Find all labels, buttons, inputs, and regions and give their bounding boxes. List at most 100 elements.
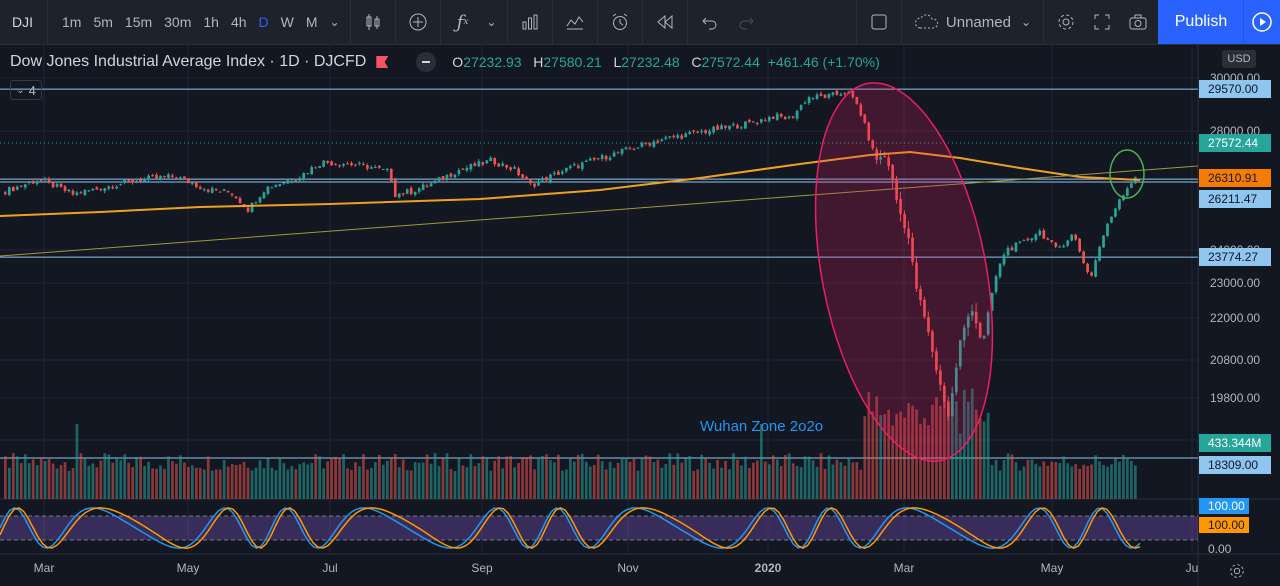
interval-d[interactable]: D [258,14,269,30]
layout-square-icon[interactable] [861,0,897,44]
interval-dropdown-icon[interactable]: ⌄ [329,15,340,29]
volume-bar [202,469,206,499]
volume-bar [230,464,234,499]
candle-body [588,158,592,161]
candle-body [732,124,735,126]
candle-body [1006,247,1010,256]
divider [596,0,598,44]
candle-body [994,276,998,292]
divider [349,0,351,44]
volume-bar [1054,462,1058,499]
candle-body [819,93,823,96]
candle-body [569,166,572,168]
interval-w[interactable]: W [280,14,294,30]
price-tag-3: 26211.47 [1208,192,1257,206]
alert-icon[interactable] [602,0,638,44]
candle-body [915,262,918,289]
play-button[interactable] [1243,0,1280,44]
candle-body [783,116,787,120]
candle-body [51,182,55,188]
interval-m[interactable]: M [305,14,318,30]
candle-body [135,180,138,183]
candle-body [389,168,393,182]
candle-body [194,182,198,188]
volume-bar [569,458,572,499]
candle-body [644,142,648,144]
volume-bar [1018,470,1022,499]
volume-bar [883,414,887,499]
fullscreen-icon[interactable] [1084,0,1120,44]
volume-bar [310,463,314,499]
indicators-dropdown-icon[interactable]: ⌄ [486,15,497,29]
publish-button[interactable]: Publish [1158,0,1244,44]
candle-body [1082,251,1085,264]
undo-icon[interactable] [692,0,728,44]
compare-add-icon[interactable] [400,0,436,44]
price-tag-1: 27572.44 [1208,136,1258,150]
indicators-collapse-button[interactable]: ⌄ 4 [10,80,42,100]
candle-body [366,165,369,169]
candle-body [493,158,497,165]
layout-name-button[interactable]: Unnamed ⌄ [906,0,1039,44]
interval-4h[interactable]: 4h [230,14,247,30]
candle-body [75,192,79,196]
volume-bar [998,470,1002,499]
interval-1h[interactable]: 1h [203,14,219,30]
redo-icon[interactable] [728,0,764,44]
volume-bar [322,468,325,499]
volume-bar [513,467,516,499]
candle-body [756,123,759,125]
volume-bar [95,467,99,499]
camera-icon[interactable] [1120,0,1156,44]
volume-bar [919,423,922,499]
candle-body [87,190,91,192]
interval-15m[interactable]: 15m [124,14,153,30]
chart-legend: Dow Jones Industrial Average Index · 1D … [10,52,880,72]
templates-icon[interactable] [557,0,593,44]
candle-body [258,197,262,203]
flag-icon [376,56,389,68]
volume-bar [783,455,787,499]
volume-bar [389,458,393,499]
volume-bar [521,457,524,499]
volume-bar [143,465,146,499]
chevron-down-icon: ⌄ [1020,15,1031,29]
interval-1m[interactable]: 1m [62,14,82,30]
financials-icon[interactable] [512,0,548,44]
volume-bar [131,467,135,499]
candle-body [505,164,509,168]
highlight-ellipse [814,82,994,462]
volume-bar [648,456,652,499]
volume-bar [43,460,47,499]
volume-bar [644,455,648,499]
currency-badge[interactable]: USD [1222,50,1256,68]
volume-bar [855,462,859,499]
gear-icon[interactable] [1048,0,1084,44]
candle-body [433,180,437,184]
replay-icon[interactable] [647,0,683,44]
hide-legend-button[interactable] [416,52,437,72]
candle-body [954,367,958,393]
chart-canvas[interactable]: Wuhan Zone 2o2o30000.0028000.0024000.002… [0,44,1280,586]
volume-bar [485,457,489,499]
volume-bar [167,456,170,499]
volume-bar [533,469,536,499]
candle-body [1126,188,1129,196]
volume-bar [1110,464,1113,499]
candle-body [736,125,739,129]
volume-bar [1130,460,1133,499]
interval-30m[interactable]: 30m [164,14,192,30]
candle-style-icon[interactable] [355,0,391,44]
volume-bars [4,388,1137,499]
candle-body [907,228,910,238]
candle-body [7,187,11,195]
candle-body [1102,235,1105,248]
interval-5m[interactable]: 5m [93,14,113,30]
candle-body [39,179,43,181]
candle-body [561,171,564,174]
symbol-search[interactable]: DJI [0,0,48,44]
candle-body [640,142,644,147]
volume-bar [612,467,616,499]
gear-icon[interactable] [1228,562,1246,580]
